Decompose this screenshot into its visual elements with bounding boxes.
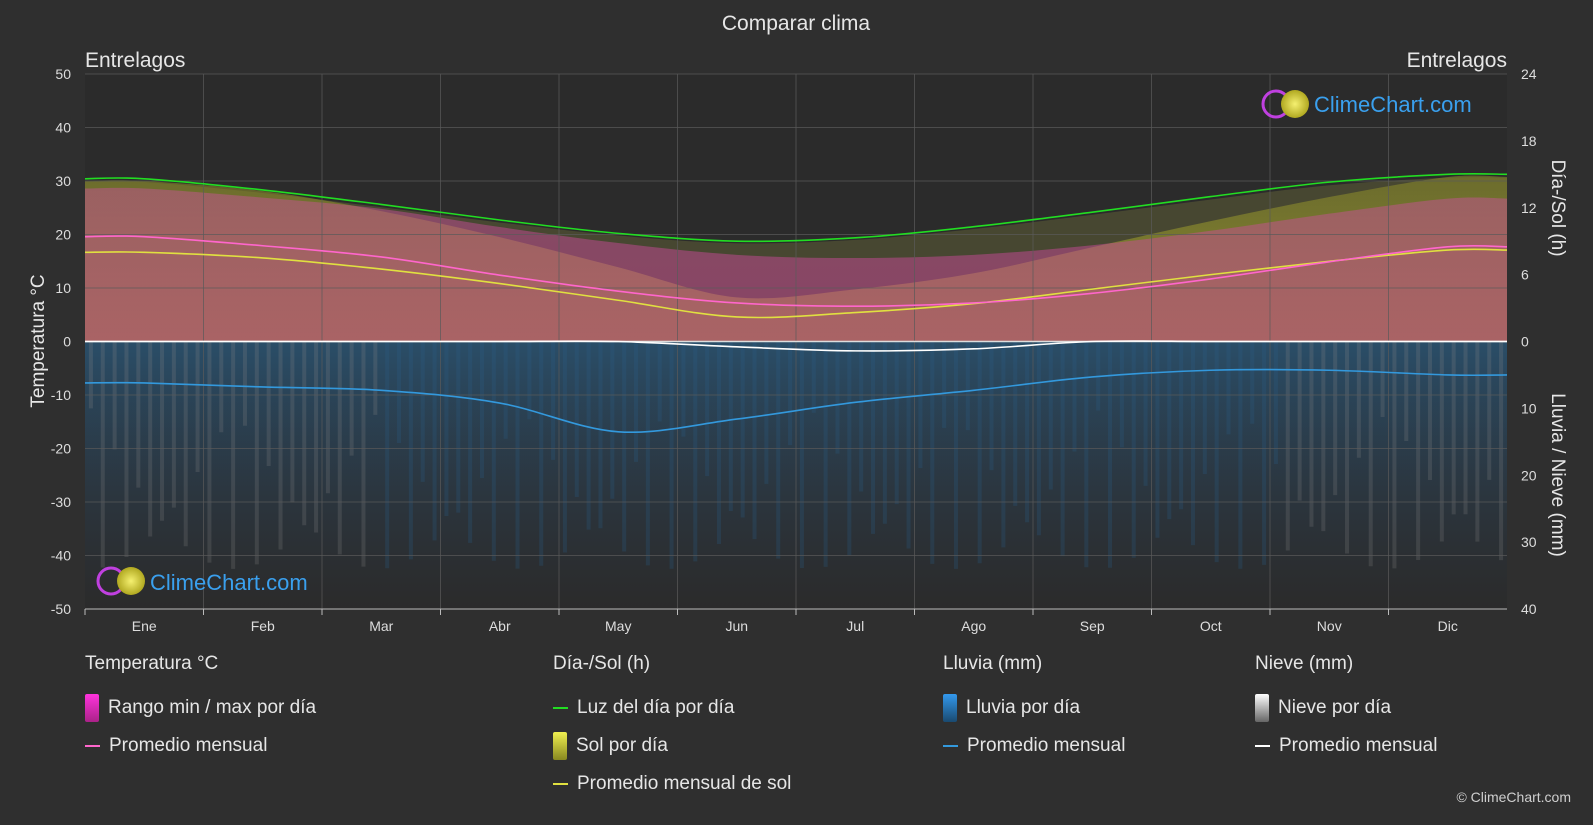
location-right: Entrelagos	[1407, 49, 1507, 72]
legend-daylight: Luz del día por día	[553, 689, 791, 727]
legend-snow: Nieve (mm) Nieve por día Promedio mensua…	[1255, 652, 1437, 765]
rain-avg-line	[84, 368, 1508, 433]
legend-rain-avg-label: Promedio mensual	[967, 735, 1126, 756]
legend-temp-range: Rango min / max por día	[85, 689, 316, 727]
y-right-top-tick-label: 24	[1521, 66, 1537, 82]
y-left-tick-label: 0	[63, 334, 71, 350]
y-right-top-tick-label: 18	[1521, 133, 1537, 149]
climate-chart: 50 40 30 20 10 0 -10 -20 -30 -40 -50 24 18 12 6 0 10 20 30…	[28, 12, 1568, 634]
legend-temperature: Temperatura °C Rango min / max por día P…	[85, 652, 316, 765]
legend-rain-avg: Promedio mensual	[943, 727, 1125, 765]
yellow-box-swatch-icon	[553, 732, 567, 760]
temperature-avg-line	[84, 235, 1508, 307]
x-tick-label: Jul	[846, 618, 864, 634]
legend-sun-avg-label: Promedio mensual de sol	[577, 773, 792, 794]
y-left-tick-label: -10	[51, 387, 71, 403]
x-tick-label: Jun	[725, 618, 748, 634]
blue-line-swatch-icon	[943, 745, 958, 747]
axes: 50 40 30 20 10 0 -10 -20 -30 -40 -50 24 18 12 6 0 10 20 30…	[51, 66, 1537, 634]
y-axis-label-right-bottom: Lluvia / Nieve (mm)	[1547, 393, 1568, 557]
logo-sun-icon	[1281, 90, 1309, 118]
legend-snow-daily: Nieve por día	[1255, 689, 1437, 727]
y-left-tick-label: -50	[51, 601, 71, 617]
legend-sun-title: Día-/Sol (h)	[553, 653, 651, 674]
legend-rain: Lluvia (mm) Lluvia por día Promedio mens…	[943, 652, 1125, 765]
y-left-tick-label: -30	[51, 494, 71, 510]
pink-range-swatch-icon	[85, 694, 99, 722]
x-tick-label: Nov	[1317, 618, 1342, 634]
x-tick-label: Dic	[1438, 618, 1458, 634]
series-lines	[84, 172, 1508, 433]
y-left-tick-label: 30	[55, 173, 71, 189]
legend-temp-avg: Promedio mensual	[85, 727, 316, 765]
x-tick-label: Mar	[369, 618, 393, 634]
brand-text-top: ClimeChart.com	[1314, 92, 1472, 117]
brand-logo-top: ClimeChart.com	[1261, 89, 1472, 119]
x-tick-label: Sep	[1080, 618, 1105, 634]
copyright: © ClimeChart.com	[1456, 789, 1571, 805]
x-tick-label: Ene	[132, 618, 157, 634]
y-right-bottom-tick-label: 40	[1521, 601, 1537, 617]
x-tick-label: Feb	[251, 618, 275, 634]
legend-snow-avg-label: Promedio mensual	[1279, 735, 1438, 756]
blue-box-swatch-icon	[943, 694, 957, 722]
brand-logo-bottom: ClimeChart.com	[96, 566, 308, 596]
legend-rain-daily-label: Lluvia por día	[966, 697, 1081, 718]
white-box-swatch-icon	[1255, 694, 1269, 722]
x-tick-label: Ago	[961, 618, 986, 634]
brand-text-bottom: ClimeChart.com	[150, 570, 308, 595]
y-right-top-tick-label: 12	[1521, 200, 1537, 216]
y-left-tick-label: 40	[55, 120, 71, 136]
y-right-top-tick-label: 6	[1521, 267, 1529, 283]
y-left-tick-label: -20	[51, 441, 71, 457]
y-right-bottom-tick-label: 20	[1521, 467, 1537, 483]
legend-sun: Día-/Sol (h) Luz del día por día Sol por…	[553, 652, 791, 803]
legend-snow-avg: Promedio mensual	[1255, 727, 1437, 765]
x-tick-label: Abr	[489, 618, 511, 634]
x-tick-label: May	[605, 618, 631, 634]
y-right-top-tick-label: 0	[1521, 334, 1529, 350]
y-left-tick-label: 10	[55, 280, 71, 296]
y-axis-label-left: Temperatura °C	[28, 274, 49, 407]
legend-rain-title: Lluvia (mm)	[943, 653, 1043, 674]
legend-daylight-label: Luz del día por día	[577, 697, 735, 718]
legend-temp-range-label: Rango min / max por día	[108, 697, 317, 718]
green-line-swatch-icon	[553, 707, 568, 709]
y-right-bottom-tick-label: 10	[1521, 400, 1537, 416]
legend-rain-daily: Lluvia por día	[943, 689, 1125, 727]
y-left-tick-label: 20	[55, 227, 71, 243]
y-axis-label-right-top: Día-/Sol (h)	[1547, 159, 1568, 256]
sunshine-avg-line	[84, 248, 1508, 319]
location-left: Entrelagos	[85, 49, 185, 72]
x-tick-label: Oct	[1200, 618, 1222, 634]
pink-line-swatch-icon	[85, 745, 100, 747]
legend-sun-avg: Promedio mensual de sol	[553, 765, 791, 803]
legend-temp-title: Temperatura °C	[85, 653, 219, 674]
chart-title: Comparar clima	[722, 12, 871, 35]
y-left-tick-label: 50	[55, 66, 71, 82]
legend-temp-avg-label: Promedio mensual	[109, 735, 268, 756]
daylight-line	[84, 172, 1508, 243]
white-line-swatch-icon	[1255, 745, 1270, 747]
legend: Temperatura °C Rango min / max por día P…	[0, 652, 1593, 825]
legend-snow-title: Nieve (mm)	[1255, 653, 1354, 674]
legend-sunshine-label: Sol por día	[576, 735, 668, 756]
legend-snow-daily-label: Nieve por día	[1278, 697, 1392, 718]
legend-sunshine: Sol por día	[553, 727, 791, 765]
y-right-bottom-tick-label: 30	[1521, 534, 1537, 550]
yellow-line-swatch-icon	[553, 783, 568, 785]
snow-avg-line	[84, 340, 1507, 352]
logo-sun-icon	[117, 567, 145, 595]
y-left-tick-label: -40	[51, 548, 71, 564]
